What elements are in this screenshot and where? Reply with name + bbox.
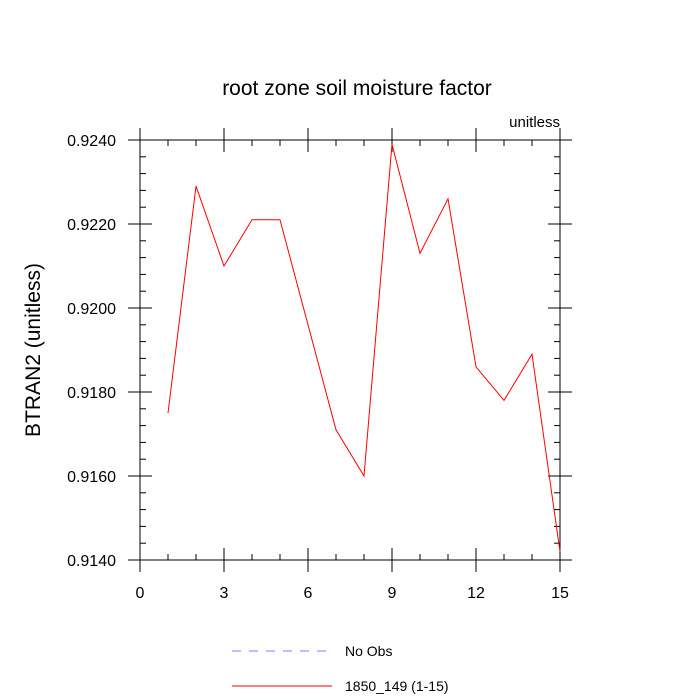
y-tick-label: 0.9180 xyxy=(67,385,116,402)
y-tick-label: 0.9200 xyxy=(67,301,116,318)
x-tick-label: 6 xyxy=(304,585,313,602)
y-axis-label: BTRAN2 (unitless) xyxy=(22,263,45,437)
series-group xyxy=(167,144,561,552)
x-tick-label: 15 xyxy=(551,585,569,602)
legend-label-1850-149: 1850_149 (1-15) xyxy=(345,678,449,694)
units-label: unitless xyxy=(509,114,560,131)
plot-frame xyxy=(139,139,561,561)
series-line-1850-149 xyxy=(167,144,561,552)
y-tick-label: 0.9160 xyxy=(67,469,116,486)
y-tick-label: 0.9220 xyxy=(67,217,116,234)
legend-label-no-obs: No Obs xyxy=(345,643,392,659)
x-tick-label: 3 xyxy=(220,585,229,602)
chart-title: root zone soil moisture factor xyxy=(222,77,492,100)
plot-area xyxy=(139,139,561,561)
y-tick-label: 0.9140 xyxy=(67,553,116,570)
x-tick-label: 0 xyxy=(136,585,145,602)
y-tick-label: 0.9240 xyxy=(67,133,116,150)
legend: No Obs 1850_149 (1-15) xyxy=(232,643,449,694)
tick-labels: 0 3 6 9 12 15 0.9140 0.9160 0.9180 0.9200 0.9220 0.… xyxy=(67,133,569,602)
x-tick-label: 9 xyxy=(388,585,397,602)
x-tick-label: 12 xyxy=(467,585,485,602)
